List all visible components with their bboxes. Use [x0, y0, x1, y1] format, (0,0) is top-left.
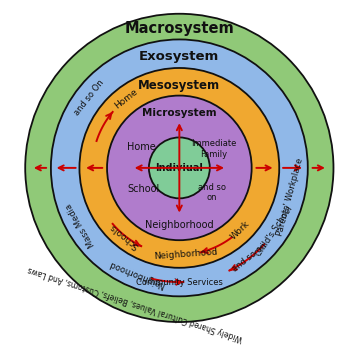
Text: Microsystem: Microsystem — [142, 108, 217, 118]
Text: Community Services: Community Services — [136, 278, 223, 287]
Text: Immediate
Family: Immediate Family — [191, 139, 236, 159]
Text: Mesosystem: Mesosystem — [138, 79, 220, 92]
Text: Schools: Schools — [108, 221, 141, 250]
Text: and so On: and so On — [73, 78, 106, 117]
Text: Mass Media: Mass Media — [64, 202, 97, 248]
Text: Neighborhood: Neighborhood — [153, 248, 218, 261]
Text: Exosystem: Exosystem — [139, 50, 219, 63]
Circle shape — [107, 96, 252, 240]
Text: School: School — [127, 184, 159, 194]
Text: Child's School: Child's School — [254, 205, 294, 259]
Text: Macrosystem: Macrosystem — [125, 21, 234, 36]
Circle shape — [51, 40, 308, 296]
Text: Neighborhood: Neighborhood — [145, 220, 214, 230]
Text: and so
on: and so on — [198, 183, 226, 202]
Text: Widely Shared Cultural Values, Beliefs, Customs, And Laws: Widely Shared Cultural Values, Beliefs, … — [27, 265, 244, 343]
Circle shape — [149, 138, 210, 198]
Text: Home: Home — [112, 88, 139, 111]
Text: Parents' Workplace: Parents' Workplace — [275, 158, 304, 237]
Text: Neighborhood: Neighborhood — [107, 258, 166, 289]
Text: Work: Work — [229, 219, 251, 242]
Text: Home: Home — [127, 142, 156, 152]
Text: and so on: and so on — [231, 241, 268, 274]
Circle shape — [79, 68, 279, 268]
Text: Indiviual: Indiviual — [155, 163, 203, 173]
Circle shape — [25, 14, 334, 322]
